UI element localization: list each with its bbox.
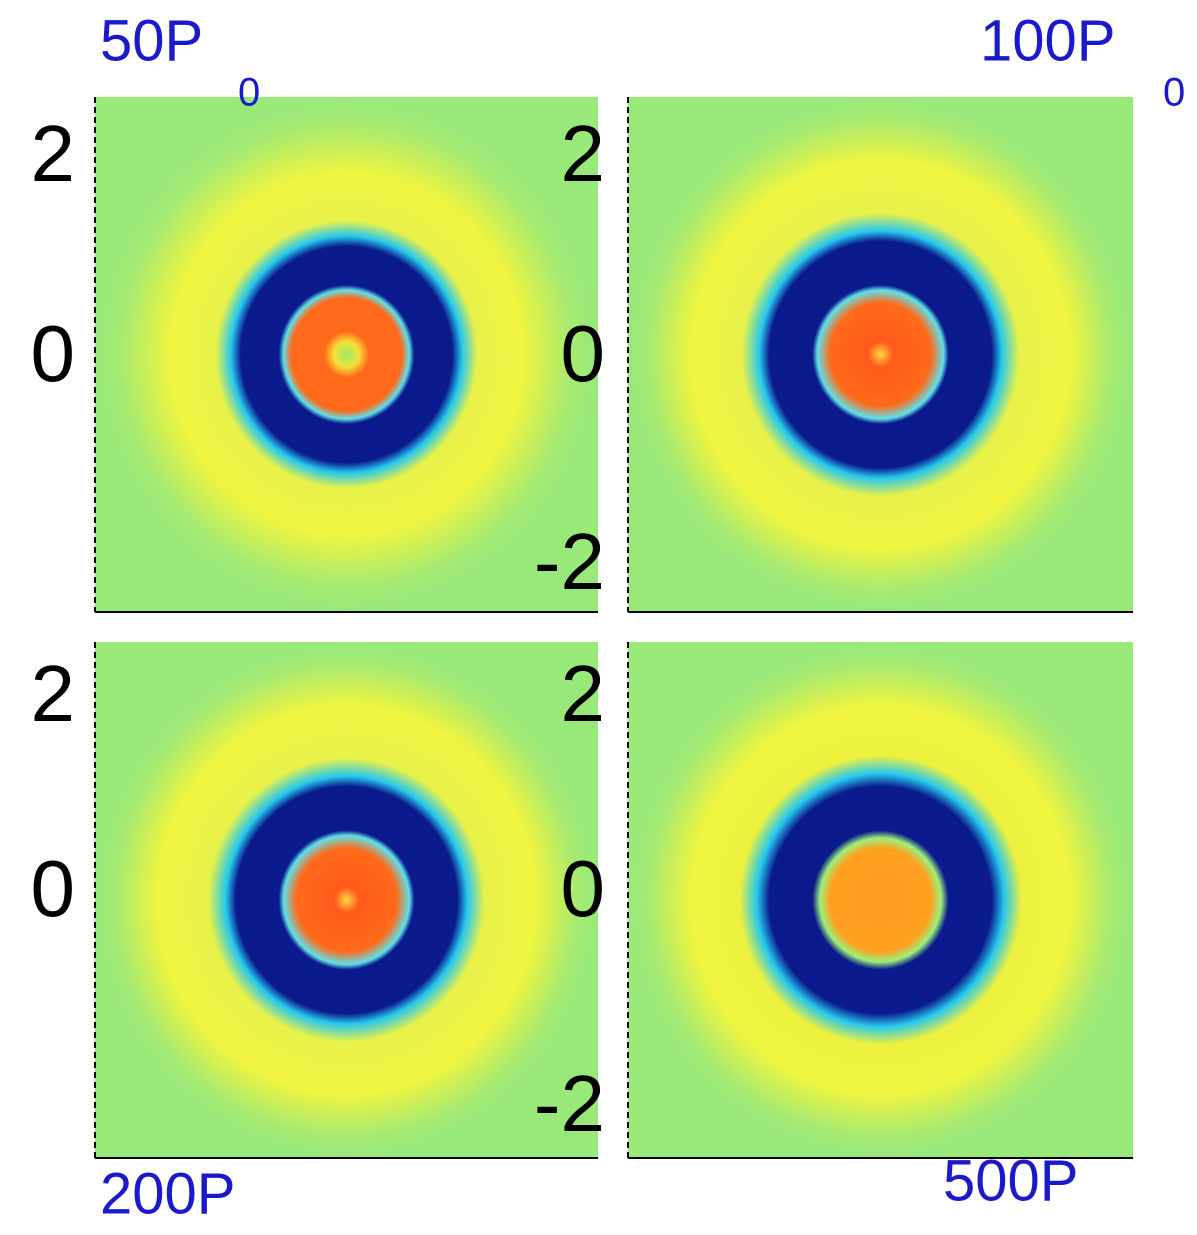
y-tick-label: 0 (31, 844, 76, 933)
panel-label-sub: 0 (1163, 71, 1185, 115)
y-tick-label: 2 (561, 649, 606, 738)
y-tick-label: -2 (534, 517, 605, 606)
y-tick-label: 0 (31, 309, 76, 398)
axes (94, 97, 1133, 1159)
panel-label: 50P (100, 8, 203, 73)
panel-label: 200P (100, 1161, 235, 1226)
heatmap (628, 642, 1133, 1158)
y-tick-label: 2 (561, 109, 606, 198)
heatmap (95, 97, 598, 612)
panel-label-sub: 0 (238, 71, 260, 115)
heatmap (628, 97, 1133, 612)
heatmap (95, 642, 598, 1158)
y-tick-label: 0 (561, 844, 606, 933)
y-tick-label: 0 (561, 309, 606, 398)
panel-label: 500P (943, 1148, 1078, 1213)
y-tick-label: -2 (534, 1059, 605, 1148)
y-tick-label: 2 (31, 649, 76, 738)
panel-label: 100P (980, 8, 1115, 73)
panels (95, 97, 1133, 1158)
y-tick-label: 2 (31, 109, 76, 198)
